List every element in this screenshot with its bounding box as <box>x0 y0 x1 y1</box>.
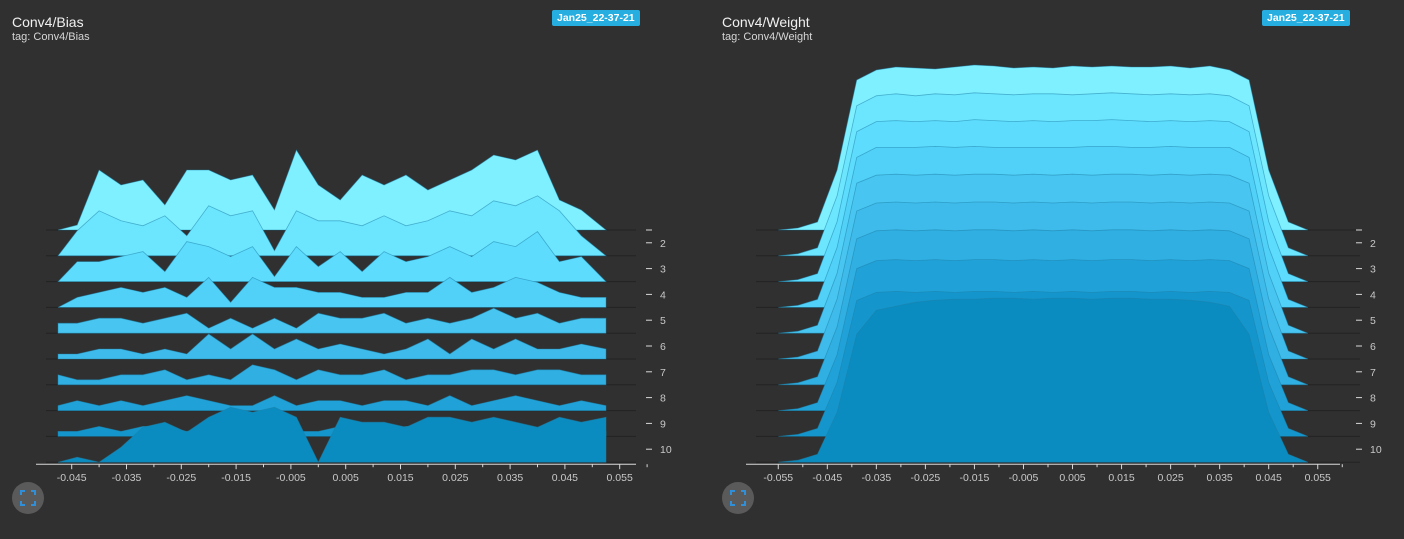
ridge-step-10 <box>57 406 607 464</box>
chart-title: Conv4/Bias <box>12 14 84 30</box>
step-tick-label: 10 <box>660 444 672 456</box>
x-tick-label: -0.025 <box>166 472 196 484</box>
x-tick-label: 0.025 <box>442 472 468 484</box>
ridge-step-5 <box>57 307 607 334</box>
x-tick-label: -0.015 <box>221 472 251 484</box>
x-tick-label: -0.015 <box>960 472 990 484</box>
run-badge[interactable]: Jan25_22-37-21 <box>1262 10 1350 26</box>
x-tick-label: 0.055 <box>607 472 633 484</box>
ridge-step-1 <box>57 149 608 231</box>
ridge-step-8 <box>57 395 607 411</box>
chart-title: Conv4/Weight <box>722 14 810 30</box>
expand-button[interactable] <box>12 482 44 514</box>
step-tick-label: 4 <box>660 289 666 301</box>
x-tick-label: 0.005 <box>1059 472 1085 484</box>
fullscreen-icon <box>20 490 36 506</box>
step-tick-label: 3 <box>1370 264 1376 276</box>
x-tick-label: 0.015 <box>1108 472 1134 484</box>
step-tick-label: 8 <box>660 393 666 405</box>
run-badge[interactable]: Jan25_22-37-21 <box>552 10 640 26</box>
histogram-plot[interactable]: -0.055 -0.045 -0.035 -0.025 -0.015 -0.005 0.00… <box>710 0 1400 539</box>
step-tick-label: 2 <box>1370 238 1376 250</box>
chart-subtitle: tag: Conv4/Weight <box>722 31 813 43</box>
step-tick-label: 6 <box>1370 341 1376 353</box>
x-tick-label: 0.005 <box>333 472 359 484</box>
step-tick-label: 9 <box>660 418 666 430</box>
step-tick-label: 4 <box>1370 289 1376 301</box>
x-tick-label: -0.045 <box>57 472 87 484</box>
step-tick-label: 7 <box>1370 367 1376 379</box>
histogram-card-bias: Conv4/Bias tag: Conv4/Bias Jan25_22-37-2… <box>0 0 690 539</box>
step-tick-label: 8 <box>1370 393 1376 405</box>
x-tick-label: -0.005 <box>1009 472 1039 484</box>
histogram-plot[interactable]: -0.045 -0.035 -0.025 -0.015 -0.005 0.005 0.015… <box>0 0 690 539</box>
fullscreen-icon <box>730 490 746 506</box>
x-tick-label: 0.025 <box>1157 472 1183 484</box>
chart-subtitle: tag: Conv4/Bias <box>12 31 90 43</box>
step-tick-label: 9 <box>1370 418 1376 430</box>
expand-button[interactable] <box>722 482 754 514</box>
x-tick-label: -0.035 <box>861 472 891 484</box>
step-tick-label: 3 <box>660 264 666 276</box>
ridge-step-7 <box>57 364 607 386</box>
ridge-step-6 <box>57 333 607 360</box>
x-tick-label: 0.045 <box>552 472 578 484</box>
ridge-step-10 <box>778 297 1309 463</box>
step-tick-label: 2 <box>660 238 666 250</box>
ridge-step-3 <box>57 231 607 282</box>
x-tick-label: 0.045 <box>1256 472 1282 484</box>
x-tick-label: -0.005 <box>276 472 306 484</box>
x-tick-label: 0.055 <box>1305 472 1331 484</box>
ridge-step-4 <box>57 276 607 308</box>
histogram-card-weight: Conv4/Weight tag: Conv4/Weight Jan25_22-… <box>710 0 1400 539</box>
step-tick-label: 7 <box>660 367 666 379</box>
x-tick-label: 0.035 <box>1207 472 1233 484</box>
x-tick-label: 0.015 <box>387 472 413 484</box>
step-tick-label: 5 <box>660 315 666 327</box>
step-tick-label: 10 <box>1370 444 1382 456</box>
x-tick-label: 0.035 <box>497 472 523 484</box>
x-tick-label: -0.055 <box>763 472 793 484</box>
ridge-step-2 <box>57 195 608 257</box>
x-tick-label: -0.025 <box>911 472 941 484</box>
x-tick-label: -0.045 <box>812 472 842 484</box>
step-tick-label: 5 <box>1370 315 1376 327</box>
x-tick-label: -0.035 <box>112 472 142 484</box>
step-tick-label: 6 <box>660 341 666 353</box>
